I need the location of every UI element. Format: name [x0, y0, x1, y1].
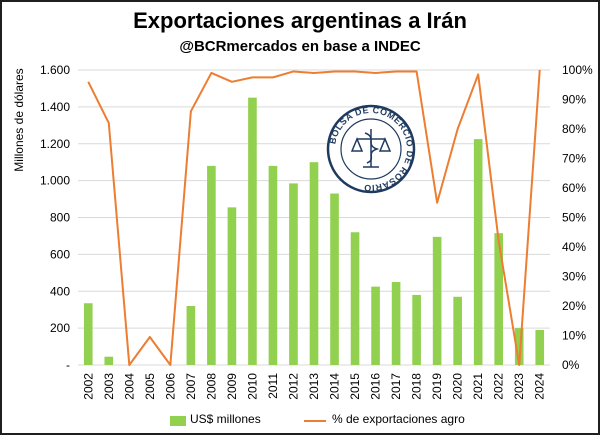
right-tick-label: 50% — [562, 211, 586, 225]
right-tick-label: 70% — [562, 152, 586, 166]
x-tick-label: 2002 — [81, 373, 95, 400]
left-tick-label: 400 — [50, 284, 70, 298]
x-tick-label: 2007 — [184, 373, 198, 400]
bar-2013 — [309, 162, 319, 365]
x-tick-label: 2015 — [348, 373, 362, 400]
bar-2012 — [289, 183, 298, 365]
right-tick-label: 100% — [562, 63, 593, 77]
bar-2023 — [514, 328, 524, 365]
x-tick-label: 2014 — [328, 373, 342, 400]
right-tick-label: 90% — [562, 93, 586, 107]
bar-2009 — [227, 207, 237, 365]
left-tick-label: 1.400 — [40, 100, 70, 114]
x-tick-label: 2016 — [369, 373, 383, 400]
x-tick-label: 2023 — [512, 373, 526, 400]
x-tick-label: 2012 — [286, 373, 300, 400]
x-tick-label: 2004 — [122, 373, 136, 400]
x-tick-label: 2003 — [102, 373, 116, 400]
bar-2010 — [248, 97, 257, 365]
legend-bar-swatch — [170, 416, 186, 426]
x-tick-label: 2005 — [143, 373, 157, 400]
right-tick-label: 10% — [562, 329, 586, 343]
bar-2016 — [371, 286, 380, 365]
legend-line-label: % de exportaciones agro — [332, 412, 465, 426]
left-tick-label: 1.600 — [40, 63, 70, 77]
right-tick-label: 80% — [562, 122, 586, 136]
x-tick-label: 2011 — [266, 373, 280, 399]
chart-title: Exportaciones argentinas a Irán — [133, 8, 467, 33]
x-tick-label: 2010 — [245, 373, 259, 400]
x-tick-label: 2017 — [389, 373, 403, 400]
left-tick-label: 600 — [50, 247, 70, 261]
bcr-seal-logo: BOLSA DE COMERCIO DE ROSARIO — [326, 104, 416, 194]
bar-2014 — [330, 193, 339, 365]
right-tick-label: 20% — [562, 299, 586, 313]
bar-2021 — [473, 139, 483, 365]
left-tick-label: 800 — [50, 211, 70, 225]
left-tick-label: 1.000 — [40, 174, 70, 188]
bar-2003 — [104, 356, 114, 365]
left-tick-label: - — [66, 358, 70, 372]
x-tick-label: 2006 — [163, 373, 177, 400]
bar-2024 — [535, 329, 545, 365]
bar-2017 — [391, 282, 401, 365]
left-tick-label: 1.200 — [40, 137, 70, 151]
line-series — [87, 69, 541, 366]
x-tick-label: 2009 — [225, 373, 239, 400]
x-tick-label: 2022 — [492, 373, 506, 400]
bar-series — [83, 97, 545, 365]
bar-2002 — [83, 303, 93, 365]
bar-2007 — [186, 306, 196, 365]
right-tick-label: 40% — [562, 240, 586, 254]
right-tick-label: 30% — [562, 270, 586, 284]
x-tick-label: 2024 — [533, 373, 547, 400]
bar-2019 — [432, 236, 442, 365]
legend-bar-label: US$ millones — [190, 412, 261, 426]
x-tick-label: 2021 — [471, 373, 485, 400]
x-tick-label: 2018 — [410, 373, 424, 400]
chart-subtitle: @BCRmercados en base a INDEC — [179, 38, 421, 55]
bar-2018 — [412, 294, 421, 365]
left-axis-ticks: - 200 400 600 800 1.000 1.200 1.400 1.600 — [40, 63, 70, 372]
bar-2020 — [453, 296, 462, 365]
x-tick-label: 2020 — [451, 373, 465, 400]
bar-2011 — [268, 165, 278, 365]
legend-line-swatch — [304, 420, 326, 422]
x-tick-label: 2008 — [204, 373, 218, 400]
right-tick-label: 60% — [562, 181, 586, 195]
right-axis-ticks: 0% 10% 20% 30% 40% 50% 60% 70% 80% 90% 100% — [562, 63, 593, 372]
left-tick-label: 200 — [50, 321, 70, 335]
bar-2022 — [494, 233, 504, 365]
right-tick-label: 0% — [562, 358, 580, 372]
bar-2015 — [350, 232, 360, 365]
x-axis-ticks: 2002 2003 2004 2005 2006 2007 2008 2009 2010 2011… — [81, 373, 546, 400]
bar-2008 — [207, 165, 216, 365]
x-tick-label: 2013 — [307, 373, 321, 400]
x-tick-label: 2019 — [430, 373, 444, 400]
